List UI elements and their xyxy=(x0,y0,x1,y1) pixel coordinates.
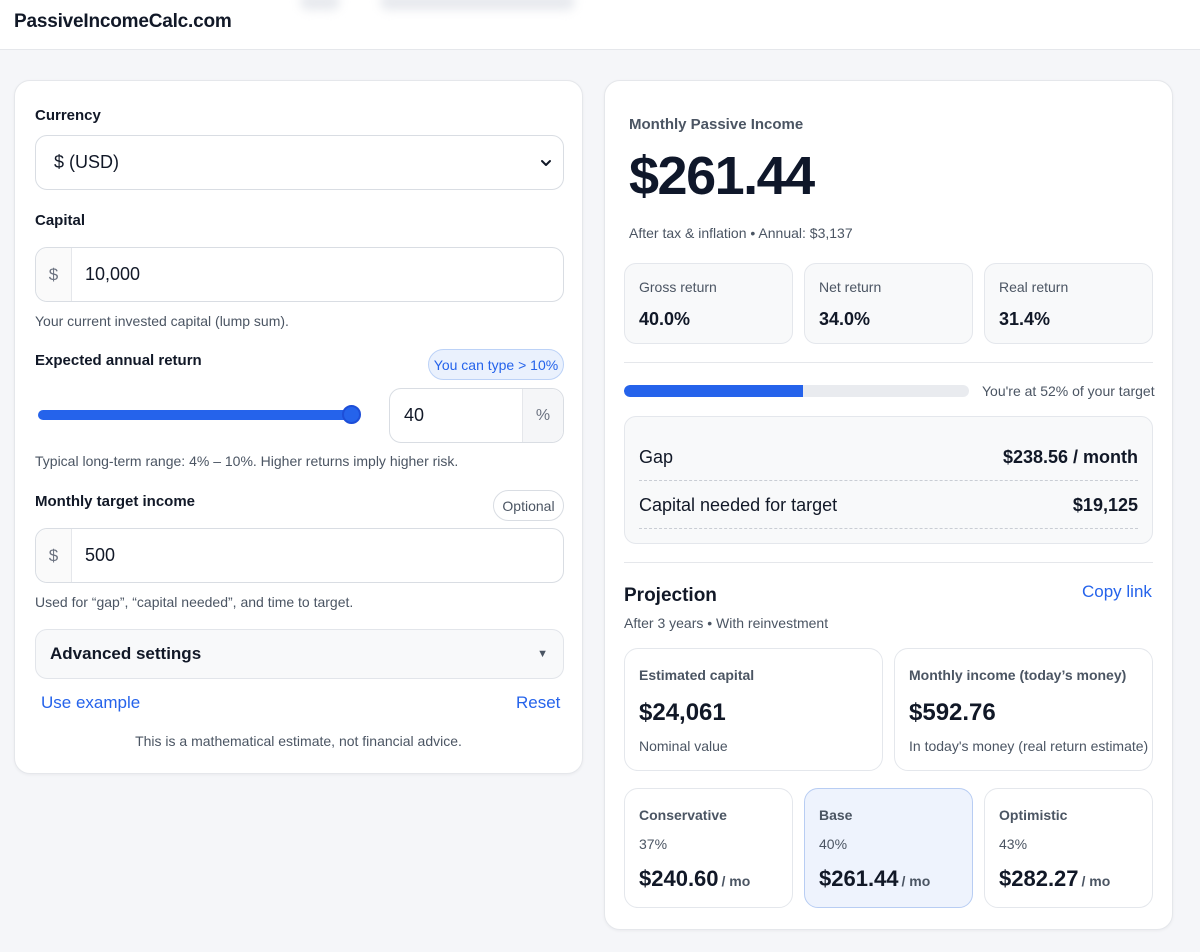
advanced-settings-label: Advanced settings xyxy=(50,644,202,663)
dashed-divider xyxy=(639,528,1138,529)
scenario-unit: / mo xyxy=(1081,873,1111,889)
gap-value: $238.56 / month xyxy=(1002,446,1138,467)
monthly-income-title: Monthly Passive Income xyxy=(629,116,804,133)
scenario-unit: / mo xyxy=(901,873,931,889)
capital-input-value: 10,000 xyxy=(85,264,141,284)
target-income-input[interactable]: $ 500 xyxy=(35,528,564,583)
reset-link[interactable]: Reset xyxy=(516,693,561,712)
advanced-settings-toggle[interactable]: Advanced settings ▼ xyxy=(35,629,564,679)
type-hint-badge: You can type > 10% xyxy=(428,349,564,380)
scenario-name: Optimistic xyxy=(999,807,1068,823)
blurred-nav-item xyxy=(300,0,340,10)
stat-value: 31.4% xyxy=(999,309,1051,329)
dashed-divider xyxy=(639,480,1138,481)
monthly-income-today-card: Monthly income (today’s money) $592.76 I… xyxy=(894,648,1153,771)
caret-down-icon: ▼ xyxy=(537,648,548,660)
disclaimer-text: This is a mathematical estimate, not fin… xyxy=(135,733,462,749)
return-slider-track[interactable] xyxy=(38,410,352,420)
gross-return-stat: Gross return 40.0% xyxy=(624,263,793,344)
use-example-link[interactable]: Use example xyxy=(41,693,141,712)
capital-input[interactable]: $ 10,000 xyxy=(35,247,564,302)
gap-row: Gap $238.56 / month xyxy=(639,433,1138,481)
scenario-optimistic[interactable]: Optimistic 43% $282.27/ mo xyxy=(984,788,1153,908)
top-bar: PassiveIncomeCalc.com xyxy=(0,0,1200,50)
stat-label: Real return xyxy=(999,279,1069,295)
card-value: $592.76 xyxy=(909,699,996,726)
card-value: $24,061 xyxy=(639,699,726,726)
target-income-hint: Used for “gap”, “capital needed”, and ti… xyxy=(35,594,354,610)
annual-return-label: Expected annual return xyxy=(35,352,202,369)
copy-link-button[interactable]: Copy link xyxy=(1082,582,1152,601)
scenario-rate: 40% xyxy=(819,836,848,852)
dollar-prefix: $ xyxy=(36,248,72,301)
scenario-value: $240.60 xyxy=(639,866,719,891)
brand-logo[interactable]: PassiveIncomeCalc.com xyxy=(14,11,232,32)
card-subtext: Nominal value xyxy=(639,738,728,754)
annual-return-hint: Typical long-term range: 4% – 10%. Highe… xyxy=(35,453,459,469)
scenario-value-line: $240.60/ mo xyxy=(639,866,750,892)
target-income-label: Monthly target income xyxy=(35,493,196,510)
capital-hint: Your current invested capital (lump sum)… xyxy=(35,313,289,329)
estimated-capital-card: Estimated capital $24,061 Nominal value xyxy=(624,648,883,771)
divider xyxy=(624,562,1153,563)
dollar-prefix: $ xyxy=(36,529,72,582)
return-slider-thumb[interactable] xyxy=(342,405,361,424)
return-percent-input[interactable]: 40 % xyxy=(389,388,564,443)
scenario-name: Conservative xyxy=(639,807,727,823)
card-subtext: In today's money (real return estimate) xyxy=(909,738,1149,754)
scenario-name: Base xyxy=(819,807,853,823)
capital-needed-row: Capital needed for target $19,125 xyxy=(639,481,1138,529)
chevron-down-icon xyxy=(541,159,551,166)
scenario-base[interactable]: Base 40% $261.44/ mo xyxy=(804,788,973,908)
projection-subtitle: After 3 years • With reinvestment xyxy=(624,615,829,631)
capital-label: Capital xyxy=(35,212,86,229)
stat-label: Net return xyxy=(819,279,882,295)
target-progress-bar xyxy=(624,385,969,397)
currency-select[interactable]: $ (USD) xyxy=(35,135,564,190)
card-title: Estimated capital xyxy=(639,667,755,683)
capital-needed-value: $19,125 xyxy=(1072,494,1138,515)
gap-label: Gap xyxy=(639,446,674,467)
net-return-stat: Net return 34.0% xyxy=(804,263,973,344)
monthly-income-subtitle: After tax & inflation • Annual: $3,137 xyxy=(629,225,853,241)
stat-value: 34.0% xyxy=(819,309,871,329)
scenario-value: $261.44 xyxy=(819,866,899,891)
scenario-rate: 43% xyxy=(999,836,1028,852)
scenario-conservative[interactable]: Conservative 37% $240.60/ mo xyxy=(624,788,793,908)
monthly-income-amount: $261.44 xyxy=(629,146,815,206)
percent-suffix: % xyxy=(522,389,563,442)
target-progress-label: You're at 52% of your target xyxy=(982,383,1155,399)
currency-label: Currency xyxy=(35,107,101,124)
card-title: Monthly income (today’s money) xyxy=(909,667,1127,683)
divider xyxy=(624,362,1153,363)
capital-needed-label: Capital needed for target xyxy=(639,494,838,515)
scenario-value-line: $261.44/ mo xyxy=(819,866,930,892)
projection-title: Projection xyxy=(624,585,717,606)
blurred-nav-item xyxy=(380,0,575,10)
optional-badge: Optional xyxy=(493,490,564,521)
scenario-value-line: $282.27/ mo xyxy=(999,866,1110,892)
stat-value: 40.0% xyxy=(639,309,691,329)
currency-select-value: $ (USD) xyxy=(54,152,120,172)
scenario-value: $282.27 xyxy=(999,866,1079,891)
stat-label: Gross return xyxy=(639,279,717,295)
gap-summary-box: Gap $238.56 / month Capital needed for t… xyxy=(624,416,1153,544)
scenario-rate: 37% xyxy=(639,836,668,852)
real-return-stat: Real return 31.4% xyxy=(984,263,1153,344)
target-progress-fill xyxy=(624,385,804,397)
target-income-value: 500 xyxy=(85,545,116,565)
return-percent-value: 40 xyxy=(404,405,425,425)
scenario-unit: / mo xyxy=(721,873,751,889)
